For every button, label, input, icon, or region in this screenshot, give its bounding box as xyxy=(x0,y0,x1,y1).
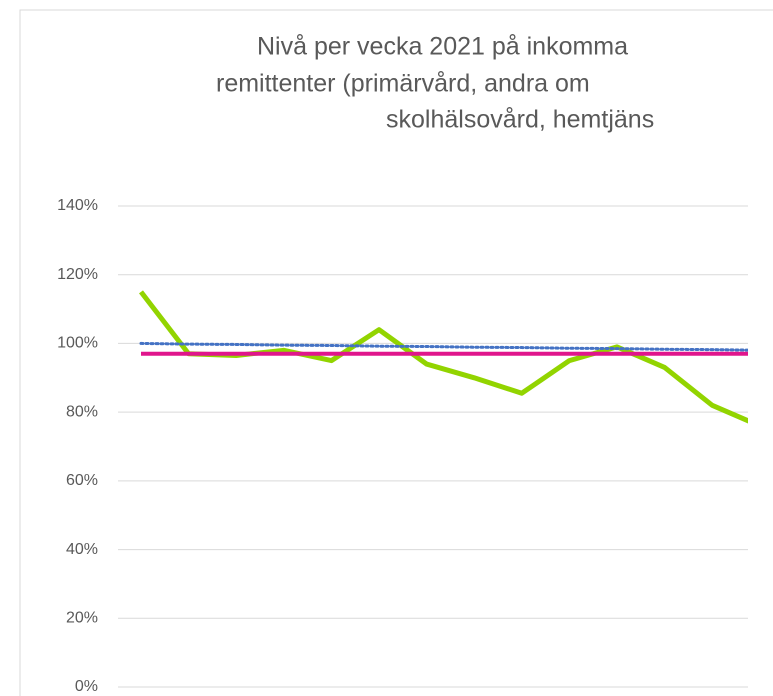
y-tick-label: 80% xyxy=(66,403,98,420)
chart-title: skolhälsovård, hemtjäns xyxy=(386,106,654,134)
chart-title: remittenter (primärvård, andra om xyxy=(216,70,590,98)
y-tick-label: 0% xyxy=(75,678,98,695)
y-tick-label: 20% xyxy=(66,610,98,627)
chart-title: Nivå per vecka 2021 på inkomma xyxy=(257,33,628,61)
series-line xyxy=(139,341,748,352)
y-tick-label: 60% xyxy=(66,472,98,489)
y-tick-label: 120% xyxy=(57,266,98,283)
y-tick-label: 100% xyxy=(57,335,98,352)
y-tick-label: 140% xyxy=(57,197,98,214)
y-tick-label: 40% xyxy=(66,541,98,558)
plot: Nivå per vecka 2021 på inkomma remittent… xyxy=(57,33,748,695)
